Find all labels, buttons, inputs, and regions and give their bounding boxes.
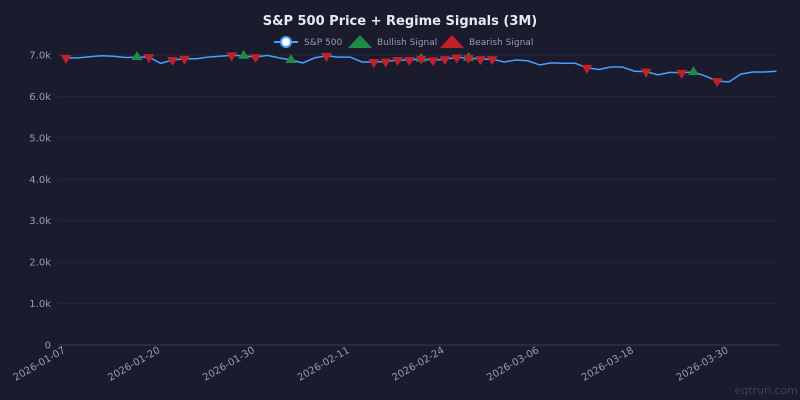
bearish-signal-marker — [368, 59, 380, 69]
bearish-signal-marker — [474, 56, 486, 66]
bearish-signal-marker — [451, 54, 463, 64]
x-axis: 2026-01-07 2026-01-20 2026-01-30 2026-02-11… — [12, 345, 731, 384]
bearish-signal-marker — [439, 56, 451, 66]
y-tick-label: 0 — [45, 341, 51, 352]
bearish-signal-marker — [226, 52, 238, 62]
bearish-signal-marker — [676, 69, 688, 79]
bearish-signal-marker — [581, 64, 593, 74]
x-tick-label: 2026-02-11 — [296, 345, 352, 384]
y-tick-label: 2.0k — [29, 258, 51, 269]
x-tick-label: 2026-01-07 — [12, 345, 68, 384]
y-tick-label: 3.0k — [29, 216, 51, 227]
bearish-signal-marker — [640, 68, 652, 78]
x-tick-label: 2026-02-24 — [391, 345, 447, 384]
bearish-signal-marker — [463, 54, 475, 64]
bearish-signal-marker — [486, 56, 498, 66]
x-tick-label: 2026-01-20 — [106, 345, 162, 384]
bearish-signal-marker — [60, 54, 72, 64]
y-tick-label: 7.0k — [29, 51, 51, 62]
legend-bullish-swatch — [348, 35, 372, 48]
x-tick-label: 2026-03-18 — [580, 345, 636, 384]
bearish-signal-marker — [427, 57, 439, 67]
bearish-signal-marker — [403, 56, 415, 66]
y-tick-label: 1.0k — [29, 299, 51, 310]
x-tick-label: 2026-03-30 — [675, 345, 731, 384]
bearish-signal-marker — [143, 54, 155, 64]
y-tick-label: 5.0k — [29, 133, 51, 144]
bullish-signal-marker — [688, 65, 700, 75]
bearish-signal-marker — [415, 55, 427, 65]
y-axis: 0 1.0k 2.0k 3.0k 4.0k 5.0k 6.0k 7.0k — [29, 51, 51, 352]
legend-label: Bearish Signal — [469, 38, 533, 48]
legend-label: Bullish Signal — [377, 38, 437, 48]
watermark: eqtrun.com — [734, 384, 798, 397]
bearish-signal-marker — [320, 52, 332, 62]
y-tick-label: 6.0k — [29, 92, 51, 103]
bearish-signal-marker — [249, 54, 261, 64]
legend: S&P 500 Bullish Signal Bearish Signal — [274, 35, 533, 48]
bullish-signal-marker — [238, 49, 250, 59]
x-tick-label: 2026-01-30 — [201, 345, 257, 384]
bearish-signal-marker — [380, 58, 392, 68]
bearish-signal-marker — [711, 78, 723, 88]
bearish-signal-marker — [392, 56, 404, 66]
bearish-signal-marker — [178, 55, 190, 65]
y-tick-label: 4.0k — [29, 175, 51, 186]
legend-label: S&P 500 — [304, 38, 342, 48]
legend-marker-swatch — [280, 36, 292, 48]
legend-bearish-swatch — [440, 35, 464, 48]
bearish-signal-marker — [167, 56, 179, 66]
chart-title: S&P 500 Price + Regime Signals (3M) — [263, 14, 538, 29]
bullish-signal-marker — [285, 53, 297, 63]
grid — [58, 54, 780, 346]
x-tick-label: 2026-03-06 — [485, 345, 541, 384]
bullish-signal-marker — [131, 51, 143, 61]
plot-area — [60, 49, 777, 88]
